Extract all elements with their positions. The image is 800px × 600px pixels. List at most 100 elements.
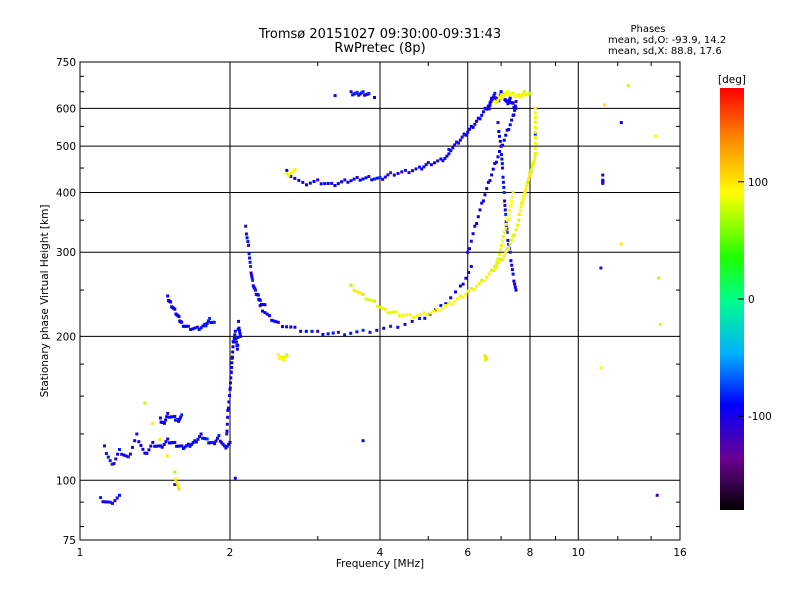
data-point-o-mode (228, 386, 232, 390)
data-point-x-mode (495, 260, 499, 264)
data-point-o-mode (180, 320, 184, 324)
data-point-o-mode (506, 238, 510, 242)
data-point-o-mode (483, 193, 487, 197)
data-point-o-mode (454, 290, 457, 294)
data-point-o-mode (217, 434, 221, 438)
data-point-x-mode (658, 322, 662, 326)
data-point-x-mode (285, 353, 289, 357)
y-tick-label: 500 (56, 141, 76, 153)
chart-title: Tromsø 20151027 09:30:00-09:31:43 (258, 27, 501, 42)
data-point-o-mode (361, 439, 365, 443)
data-point-x-mode (511, 91, 515, 95)
data-point-x-mode (367, 298, 371, 302)
data-point-o-mode (201, 436, 205, 440)
data-point-x-mode (506, 218, 510, 222)
data-point-o-mode (301, 180, 305, 184)
y-tick-label: 75 (63, 535, 76, 547)
data-point-o-mode (510, 263, 514, 267)
data-point-o-mode (513, 108, 517, 112)
data-point-o-mode (508, 250, 512, 254)
data-point-o-mode (106, 500, 110, 504)
data-point-o-mode (310, 329, 314, 333)
data-point-x-mode (508, 242, 512, 246)
data-point-o-mode (420, 167, 424, 171)
data-point-o-mode (250, 276, 254, 280)
data-point-o-mode (490, 173, 494, 177)
data-point-x-mode (419, 312, 422, 316)
data-point-o-mode (389, 171, 393, 175)
data-point-o-mode (244, 224, 248, 228)
data-point-o-mode (414, 167, 418, 171)
data-point-x-mode (352, 288, 356, 292)
axis-ticks: 1 2 4 6 8 10 16 75 100 200 300 400 500 600 750 (56, 57, 687, 559)
data-point-x-mode (599, 366, 603, 370)
data-point-o-mode (473, 224, 477, 228)
data-point-o-mode (263, 303, 267, 307)
y-axis-label: Stationary phase Virtual Height [km] (39, 205, 51, 398)
data-point-o-mode (493, 91, 497, 95)
y-tick-label: 300 (56, 247, 76, 259)
data-point-x-mode (477, 281, 481, 285)
data-point-o-mode (488, 179, 492, 183)
data-point-o-mode (510, 268, 514, 272)
data-point-x-mode (475, 284, 478, 288)
data-point-x-mode (503, 230, 507, 234)
x-tick-label: 8 (527, 547, 534, 559)
data-point-x-mode (450, 302, 454, 306)
data-point-o-mode (169, 415, 173, 419)
data-point-o-mode (501, 166, 505, 170)
data-point-o-mode (238, 329, 241, 333)
data-point-x-mode (176, 484, 180, 488)
data-point-o-mode (355, 330, 359, 334)
data-point-o-mode (504, 133, 508, 137)
data-point-x-mode (654, 134, 658, 138)
data-point-o-mode (258, 298, 262, 302)
data-point-o-mode (285, 325, 289, 329)
data-point-o-mode (135, 432, 139, 436)
data-point-o-mode (108, 500, 112, 504)
data-point-o-mode (254, 288, 257, 292)
data-point-o-mode (499, 144, 503, 148)
data-point-o-mode (250, 273, 254, 277)
data-point-o-mode (481, 199, 485, 203)
colorbar-tick-label: 0 (748, 294, 755, 306)
data-point-o-mode (340, 180, 344, 184)
data-point-x-mode (509, 204, 513, 207)
data-point-o-mode (191, 441, 195, 445)
data-point-o-mode (233, 329, 237, 333)
data-point-o-mode (478, 117, 482, 121)
data-point-o-mode (236, 343, 240, 347)
data-point-o-mode (128, 452, 132, 456)
data-point-x-mode (408, 313, 412, 317)
data-points (99, 83, 662, 505)
data-point-x-mode (441, 306, 445, 310)
data-point-x-mode (383, 307, 387, 311)
data-point-o-mode (198, 435, 201, 439)
data-point-x-mode (603, 103, 607, 107)
data-point-o-mode (213, 442, 217, 446)
data-point-o-mode (181, 324, 185, 328)
data-point-o-mode (504, 220, 508, 224)
data-point-o-mode (469, 124, 473, 128)
data-point-o-mode (238, 332, 242, 336)
data-point-o-mode (490, 96, 494, 100)
data-point-x-mode (492, 269, 496, 272)
data-point-o-mode (375, 176, 379, 180)
data-point-o-mode (183, 445, 187, 449)
data-point-o-mode (491, 96, 495, 100)
data-point-o-mode (330, 181, 334, 185)
data-point-o-mode (396, 172, 400, 175)
x-tick-label: 4 (377, 547, 384, 559)
data-point-o-mode (441, 159, 445, 163)
data-point-x-mode (523, 90, 526, 94)
data-point-o-mode (502, 138, 506, 142)
plot-frame (79, 61, 681, 541)
data-point-o-mode (185, 444, 189, 448)
data-point-o-mode (143, 451, 147, 455)
colorbar-tick-label: -100 (748, 411, 772, 423)
data-point-x-mode (533, 126, 537, 129)
data-point-x-mode (531, 162, 535, 166)
data-point-o-mode (368, 330, 372, 334)
data-point-o-mode (165, 415, 169, 419)
data-point-o-mode (274, 320, 278, 324)
